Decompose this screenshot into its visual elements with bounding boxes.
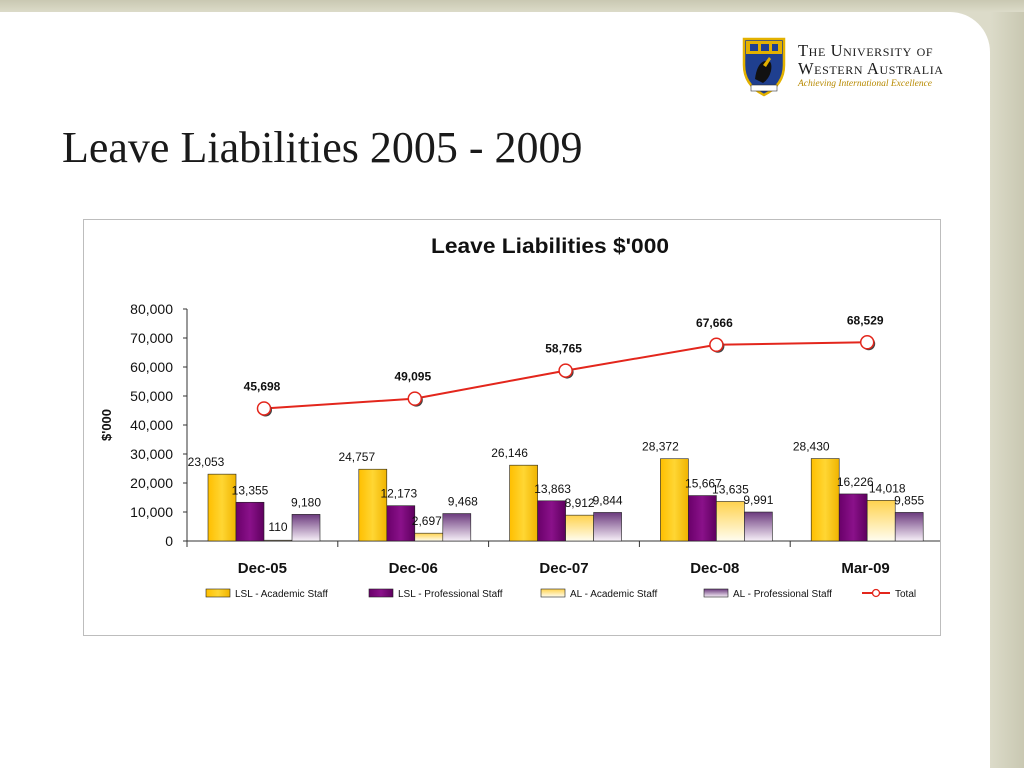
bar-al-professional-staff bbox=[894, 512, 924, 542]
bar-al-professional-staff bbox=[291, 514, 321, 542]
x-tick-label: Mar-09 bbox=[841, 560, 889, 577]
bar-data-label: 9,991 bbox=[743, 493, 773, 507]
bar-data-label: 12,173 bbox=[380, 487, 417, 501]
legend-label: LSL - Professional Staff bbox=[398, 589, 503, 600]
university-name-line2: Western Australia bbox=[798, 59, 944, 78]
y-tick-label: 70,000 bbox=[130, 330, 173, 346]
legend-swatch bbox=[205, 588, 231, 598]
university-name-line1: The University of bbox=[798, 41, 934, 60]
bar-al-academic-staff bbox=[414, 532, 444, 542]
x-tick-label: Dec-06 bbox=[389, 560, 438, 577]
total-data-label: 68,529 bbox=[847, 313, 884, 327]
bar-data-label: 26,146 bbox=[491, 446, 528, 460]
bar-lsl-professional-staff bbox=[235, 501, 265, 542]
total-marker bbox=[407, 391, 423, 406]
bar-data-label: 28,430 bbox=[793, 440, 830, 454]
total-data-label: 49,095 bbox=[394, 370, 431, 384]
y-tick-label: 0 bbox=[165, 533, 173, 549]
slide-title: Leave Liabilities 2005 - 2009 bbox=[62, 123, 583, 172]
y-tick-label: 60,000 bbox=[130, 359, 173, 375]
university-crest-icon bbox=[742, 37, 786, 97]
y-tick-label: 10,000 bbox=[130, 504, 173, 520]
leave-liabilities-chart: Leave Liabilities $'000 $'000 0 10,000 20,00… bbox=[99, 235, 940, 600]
legend-label: AL - Professional Staff bbox=[733, 589, 832, 600]
bar-lsl-academic-staff bbox=[810, 458, 840, 542]
bar-al-academic-staff bbox=[565, 514, 594, 542]
total-marker bbox=[859, 335, 875, 350]
legend-label: AL - Academic Staff bbox=[570, 589, 657, 600]
legend-marker-swatch bbox=[871, 588, 881, 598]
legend-swatch bbox=[703, 588, 729, 598]
bar-data-label: 13,635 bbox=[712, 482, 749, 496]
right-border-bar bbox=[990, 12, 1024, 768]
bar-lsl-professional-staff bbox=[688, 495, 717, 542]
bar-data-label: 110 bbox=[268, 520, 287, 534]
bar-data-label: 13,863 bbox=[534, 482, 571, 496]
bar-data-label: 28,372 bbox=[642, 440, 679, 454]
bar-data-label: 9,844 bbox=[593, 493, 623, 507]
bar-lsl-professional-staff bbox=[537, 500, 566, 542]
bar-al-professional-staff bbox=[593, 512, 622, 542]
y-tick-label: 50,000 bbox=[130, 388, 173, 404]
legend-label: LSL - Academic Staff bbox=[235, 589, 328, 600]
y-tick-label: 80,000 bbox=[130, 301, 173, 317]
total-marker bbox=[558, 363, 573, 378]
legend-swatch bbox=[540, 588, 566, 598]
bar-data-label: 23,053 bbox=[188, 455, 225, 469]
y-tick-label: 30,000 bbox=[130, 446, 173, 462]
y-axis-label: $'000 bbox=[99, 409, 114, 441]
bar-data-label: 2,697 bbox=[412, 514, 442, 528]
total-data-label: 67,666 bbox=[696, 316, 733, 330]
bar-data-label: 9,468 bbox=[448, 495, 478, 509]
bar-al-professional-staff bbox=[744, 511, 773, 542]
chart-title: Leave Liabilities $'000 bbox=[431, 235, 669, 258]
x-tick-label: Dec-05 bbox=[238, 560, 287, 577]
bar-data-label: 24,757 bbox=[338, 450, 375, 464]
bar-al-academic-staff bbox=[263, 539, 293, 542]
bar-data-label: 8,912 bbox=[565, 496, 595, 510]
total-marker bbox=[709, 337, 724, 353]
bar-lsl-professional-staff bbox=[838, 493, 868, 542]
bar-data-label: 16,226 bbox=[837, 475, 874, 489]
total-data-label: 58,765 bbox=[545, 342, 582, 356]
top-border-bar bbox=[0, 0, 1024, 12]
y-tick-label: 20,000 bbox=[130, 475, 173, 491]
total-data-label: 45,698 bbox=[244, 379, 281, 393]
total-marker bbox=[256, 401, 272, 416]
bar-lsl-professional-staff bbox=[386, 505, 416, 542]
bar-data-label: 9,855 bbox=[894, 493, 924, 507]
legend-label: Total bbox=[895, 589, 916, 600]
bar-lsl-academic-staff bbox=[358, 468, 388, 542]
chart-frame: Leave Liabilities $'000 $'000 0 10,000 20,00… bbox=[83, 219, 941, 636]
x-tick-label: Dec-08 bbox=[690, 560, 739, 577]
bar-al-academic-staff bbox=[866, 500, 896, 542]
bar-lsl-academic-staff bbox=[509, 464, 538, 542]
bar-data-label: 13,355 bbox=[232, 483, 269, 497]
legend-swatch bbox=[368, 588, 394, 598]
bar-lsl-academic-staff bbox=[660, 458, 689, 542]
bar-data-label: 15,667 bbox=[685, 477, 722, 491]
bar-lsl-academic-staff bbox=[207, 473, 237, 542]
bar-al-academic-staff bbox=[716, 501, 745, 542]
bar-data-label: 9,180 bbox=[291, 495, 321, 509]
university-motto: Achieving International Excellence bbox=[798, 79, 932, 89]
bar-data-label: 14,018 bbox=[869, 481, 906, 495]
x-tick-label: Dec-07 bbox=[539, 560, 588, 577]
university-logo: The University of Western Australia Achi… bbox=[738, 33, 968, 99]
y-tick-label: 40,000 bbox=[130, 417, 173, 433]
bar-al-professional-staff bbox=[442, 513, 472, 542]
